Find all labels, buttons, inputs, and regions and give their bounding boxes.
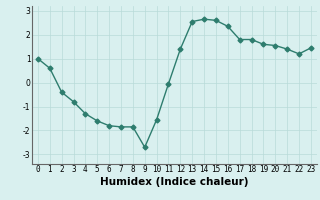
X-axis label: Humidex (Indice chaleur): Humidex (Indice chaleur) bbox=[100, 177, 249, 187]
